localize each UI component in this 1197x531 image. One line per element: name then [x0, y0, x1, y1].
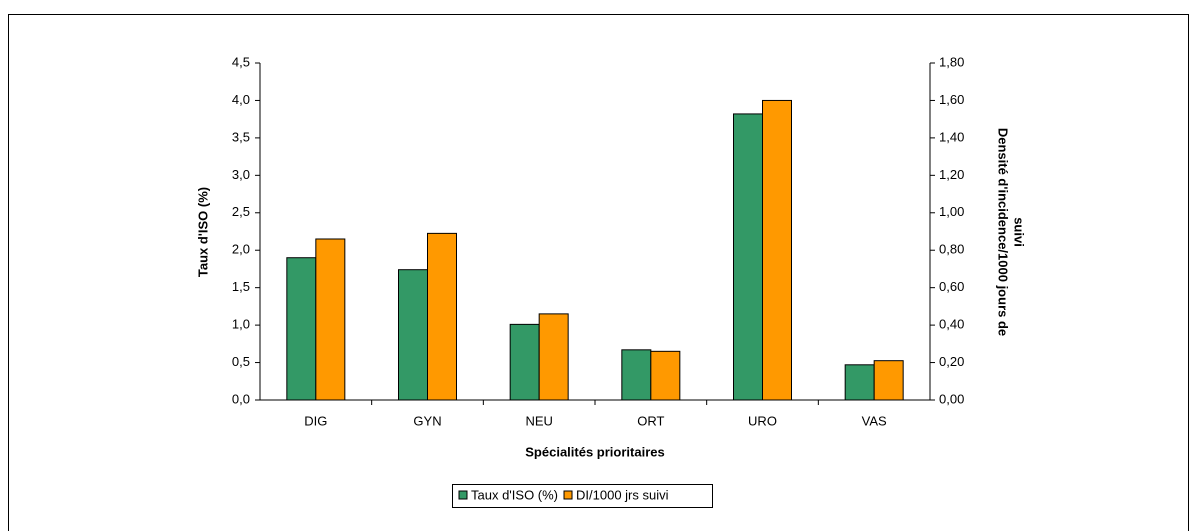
y2-tick-label: 1,80 — [939, 54, 964, 69]
x-tick-label: ORT — [637, 413, 664, 428]
y-tick-label: 1,0 — [232, 317, 250, 332]
x-tick-label: GYN — [413, 413, 441, 428]
y2-axis-title: suivi — [1012, 217, 1027, 247]
y-tick-label: 3,5 — [232, 129, 250, 144]
legend-label: Taux d'ISO (%) — [471, 487, 558, 502]
x-tick-label: URO — [748, 413, 777, 428]
bar — [509, 323, 540, 401]
bar — [427, 232, 457, 401]
y-tick-label: 1,5 — [232, 279, 250, 294]
y2-tick-label: 0,40 — [939, 317, 964, 332]
y-tick-label: 0,0 — [232, 391, 250, 406]
bar — [621, 349, 652, 401]
y-axis-title: Taux d'ISO (%) — [195, 187, 210, 277]
legend-swatch — [458, 490, 468, 500]
legend-swatch — [563, 490, 573, 500]
x-tick-label: DIG — [304, 413, 327, 428]
y2-tick-label: 1,00 — [939, 204, 964, 219]
y-tick-label: 4,5 — [232, 54, 250, 69]
y2-tick-label: 0,20 — [939, 354, 964, 369]
bar — [762, 99, 792, 401]
bar — [873, 360, 904, 401]
x-tick-label: VAS — [862, 413, 887, 428]
bar — [286, 257, 317, 401]
legend — [452, 484, 713, 508]
y-tick-label: 0,5 — [232, 354, 250, 369]
y2-tick-label: 1,40 — [939, 129, 964, 144]
y2-tick-label: 1,60 — [939, 92, 964, 107]
y-tick-label: 4,0 — [232, 92, 250, 107]
y-tick-label: 2,0 — [232, 242, 250, 257]
bar — [398, 269, 428, 401]
y2-tick-label: 0,60 — [939, 279, 964, 294]
bar — [315, 238, 346, 401]
y-tick-label: 2,5 — [232, 204, 250, 219]
y2-tick-label: 1,20 — [939, 167, 964, 182]
bar — [538, 313, 569, 401]
bar — [733, 113, 763, 401]
y2-tick-label: 0,80 — [939, 242, 964, 257]
x-axis-title: Spécialités prioritaires — [525, 444, 664, 459]
y2-axis-title: Densité d'incidence/1000 jours de — [996, 128, 1011, 336]
chart-border — [8, 14, 1189, 531]
bar — [650, 350, 681, 401]
y2-tick-label: 0,00 — [939, 391, 964, 406]
x-tick-label: NEU — [525, 413, 552, 428]
y-tick-label: 3,0 — [232, 167, 250, 182]
legend-label: DI/1000 jrs suivi — [576, 487, 669, 502]
bar — [844, 364, 875, 401]
